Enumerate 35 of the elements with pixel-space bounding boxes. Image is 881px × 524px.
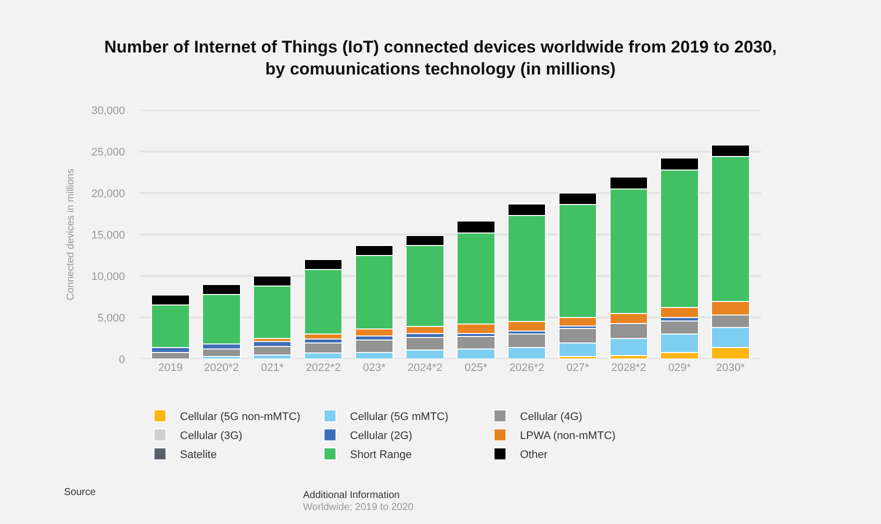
legend-label: Cellular (3G) bbox=[180, 430, 242, 442]
y-tick-label: 10,000 bbox=[91, 270, 125, 283]
x-tick-label: 025* bbox=[464, 362, 488, 374]
x-tick-label: 023* bbox=[362, 362, 386, 374]
legend-label: Cellular (5G non-mMTC) bbox=[180, 411, 300, 424]
y-tick-label: 20,000 bbox=[91, 188, 125, 200]
text: Additional Information bbox=[303, 490, 400, 501]
x-tick-label: 029* bbox=[668, 362, 692, 374]
x-tick-label: 2028*2 bbox=[611, 362, 646, 374]
y-axis-title: Connected devices in millions bbox=[65, 168, 76, 300]
legend-label: Cellular (4G) bbox=[520, 411, 582, 424]
x-tick-label: 2026*2 bbox=[509, 362, 544, 374]
x-tick-label: 027* bbox=[566, 362, 590, 374]
text: Worldwide; 2019 to 2020 bbox=[303, 502, 414, 513]
bar bbox=[202, 348, 241, 358]
x-tick-label: 2030* bbox=[716, 362, 746, 374]
x-tick-label: 021* bbox=[261, 362, 284, 374]
y-tick-label: 15,000 bbox=[91, 229, 125, 242]
legend-label: Cellular (2G) bbox=[350, 430, 412, 442]
chart-title: Number of Internet of Things (IoT) connected devices worldwide from 2019 to 2030, by comuunications technology (in millions) bbox=[104, 37, 777, 78]
bar bbox=[253, 346, 292, 356]
legend-label: Cellular (5G mMTC) bbox=[350, 411, 448, 424]
x-tick-label: 2022*2 bbox=[306, 362, 341, 374]
y-tick-label: 0 bbox=[118, 354, 125, 366]
x-tick-label: 2024*2 bbox=[408, 362, 442, 374]
x-tick-label: 2020*2 bbox=[204, 362, 239, 374]
y-tick-label: 25,000 bbox=[91, 146, 125, 158]
y-tick-label: 30,000 bbox=[91, 104, 125, 117]
legend-label: Short Range bbox=[350, 449, 412, 462]
legend-label: LPWA (non-mMTC) bbox=[520, 430, 616, 442]
text: Source bbox=[64, 487, 96, 498]
x-tick-label: 2019 bbox=[158, 362, 183, 374]
y-tick-label: 5,000 bbox=[97, 312, 125, 324]
legend-label: Other bbox=[520, 449, 548, 462]
legend-label: Satelite bbox=[180, 449, 217, 462]
